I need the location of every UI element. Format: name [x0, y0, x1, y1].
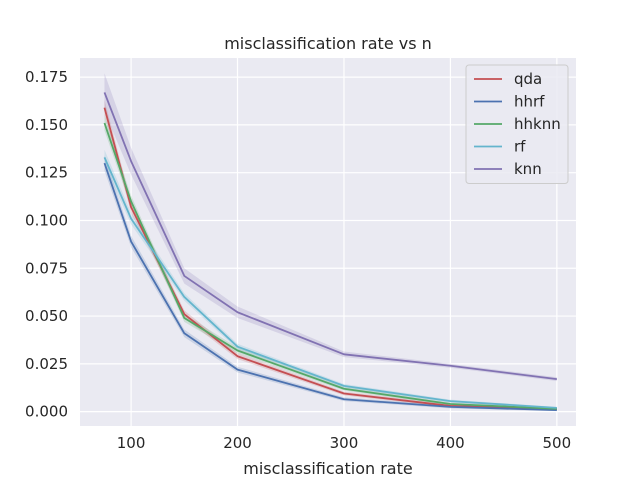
line-rf: [103, 157, 557, 409]
y-tick-label: 0.000: [25, 403, 68, 421]
y-tick-label: 0.100: [25, 211, 68, 229]
legend-label-qda: qda: [514, 70, 542, 88]
y-tick-labels: 0.000 0.025 0.050 0.075 0.100 0.125 0.150 0.175: [25, 68, 68, 421]
x-tick-label: 100: [117, 434, 146, 452]
y-tick-label: 0.150: [25, 116, 68, 134]
band-hhknn: [104, 115, 557, 410]
legend-label-rf: rf: [514, 138, 526, 156]
x-tick-labels: 100 200 300 400 500: [117, 434, 571, 452]
y-tick-label: 0.050: [25, 307, 68, 325]
line-hhrf: [103, 162, 557, 412]
x-tick-label: 300: [330, 434, 359, 452]
y-tick-label: 0.025: [25, 355, 68, 373]
legend-box: [465, 64, 569, 184]
legend-label-hhknn: hhknn: [514, 115, 561, 133]
legend-label-knn: knn: [514, 160, 542, 178]
x-tick-label: 500: [543, 434, 572, 452]
x-axis-label: misclassification rate: [243, 459, 412, 478]
line-hhknn: [103, 122, 557, 410]
series-lines: [103, 92, 557, 412]
x-tick-label: 400: [436, 434, 465, 452]
x-tick-label: 200: [223, 434, 252, 452]
y-tick-label: 0.125: [25, 164, 68, 182]
line-knn: [103, 92, 557, 381]
legend-label-hhrf: hhrf: [514, 93, 545, 111]
line-qda: [103, 107, 557, 410]
y-tick-label: 0.075: [25, 259, 68, 277]
confidence-bands: [104, 73, 557, 412]
legend: qda hhrf hhknn rf knn: [465, 64, 569, 184]
y-tick-label: 0.175: [25, 68, 68, 86]
band-knn: [104, 73, 557, 382]
chart-title: misclassification rate vs n: [224, 34, 432, 53]
